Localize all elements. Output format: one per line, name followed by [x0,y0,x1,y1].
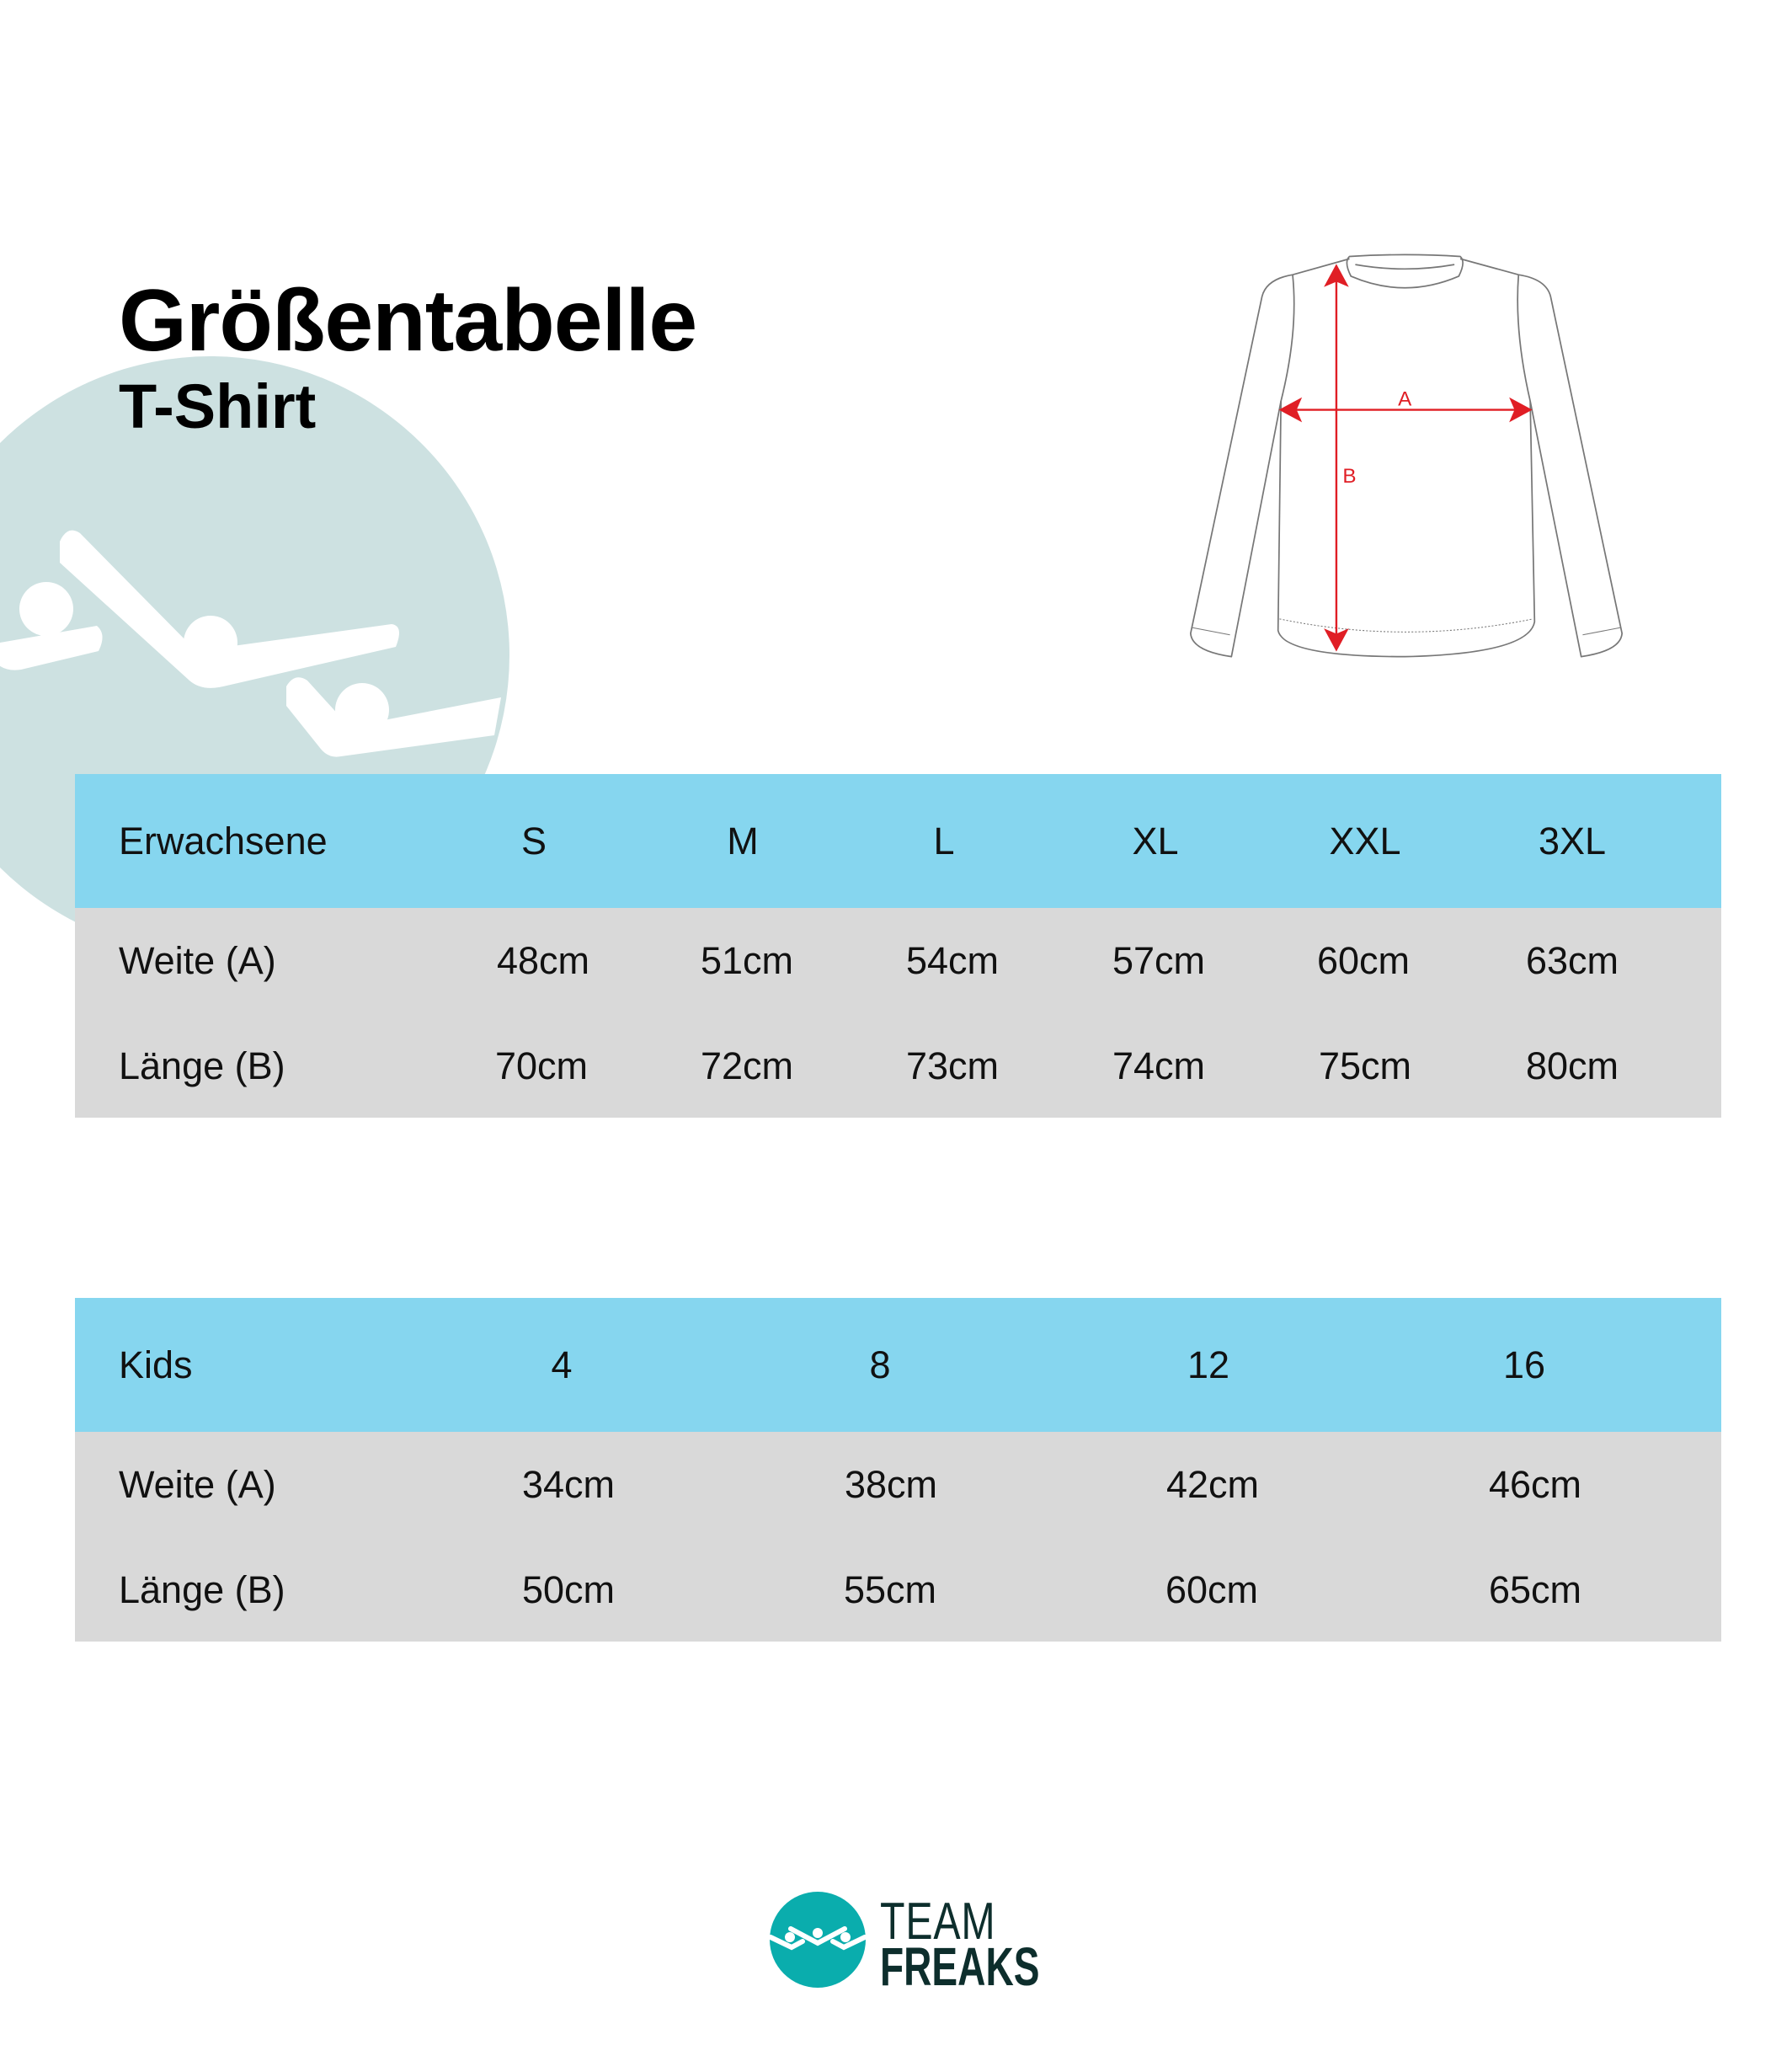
table-header-label: Erwachsene [119,820,328,862]
row-label: Weite (A) [119,1463,276,1506]
table-body: Weite (A) 34cm 38cm 42cm 46cm Länge (B) … [75,1432,1721,1642]
logo-text-freaks: FREAKS [880,1936,1040,1997]
size-header: XL [1132,820,1179,862]
table-cell: 65cm [1488,1568,1582,1611]
row-label: Länge (B) [119,1044,285,1087]
size-header: 3XL [1538,820,1607,862]
row-label: Länge (B) [119,1568,285,1611]
table-header-label: Kids [119,1343,193,1386]
table-cell: 74cm [1112,1044,1206,1087]
table-cell: 50cm [521,1568,616,1611]
measure-label-b: B [1342,465,1356,488]
table-cell: 54cm [905,939,1000,982]
table-cell: 38cm [844,1463,938,1506]
table-body: Weite (A) 48cm 51cm 54cm 57cm 60cm 63cm … [75,908,1721,1118]
kids-size-table: Kids 4 8 12 16 Weite (A) 34cm 38cm 42cm … [75,1298,1721,1642]
measure-label-a: A [1398,387,1412,410]
shirt-measurement-diagram: A B [1189,254,1624,658]
page-subtitle: T-Shirt [119,371,317,441]
table-cell: 34cm [521,1463,616,1506]
table-cell: 57cm [1112,939,1206,982]
table-cell: 46cm [1488,1463,1582,1506]
table-cell: 42cm [1165,1463,1260,1506]
table-cell: 80cm [1525,1044,1619,1087]
table-cell: 70cm [494,1044,589,1087]
size-header: 12 [1187,1343,1230,1386]
table-cell: 63cm [1525,939,1619,982]
table-cell: 60cm [1316,939,1411,982]
table-cell: 51cm [700,939,794,982]
size-header: L [933,820,955,862]
table-cell: 55cm [843,1568,937,1611]
table-cell: 75cm [1318,1044,1412,1087]
table-cell: 48cm [496,939,590,982]
size-header: M [727,820,759,862]
page-title: Größentabelle [119,272,697,370]
table-cell: 60cm [1165,1568,1259,1611]
table-cell: 72cm [700,1044,794,1087]
team-freaks-logo-icon [769,1892,867,1988]
size-header: 16 [1502,1343,1546,1386]
table-cell: 73cm [905,1044,1000,1087]
adults-size-table: Erwachsene S M L XL XXL 3XL Weite (A) 48… [75,774,1721,1118]
size-header: S [520,820,547,862]
size-header: 8 [869,1343,891,1386]
size-header: 4 [551,1343,573,1386]
table-header-row: Erwachsene S M L XL XXL 3XL [75,774,1721,908]
row-label: Weite (A) [119,939,276,982]
logo-text-team: TEAM [880,1893,996,1951]
size-header: XXL [1329,820,1401,862]
team-freaks-logo: TEAM FREAKS [766,1887,1053,1997]
table-header-row: Kids 4 8 12 16 [75,1298,1721,1432]
